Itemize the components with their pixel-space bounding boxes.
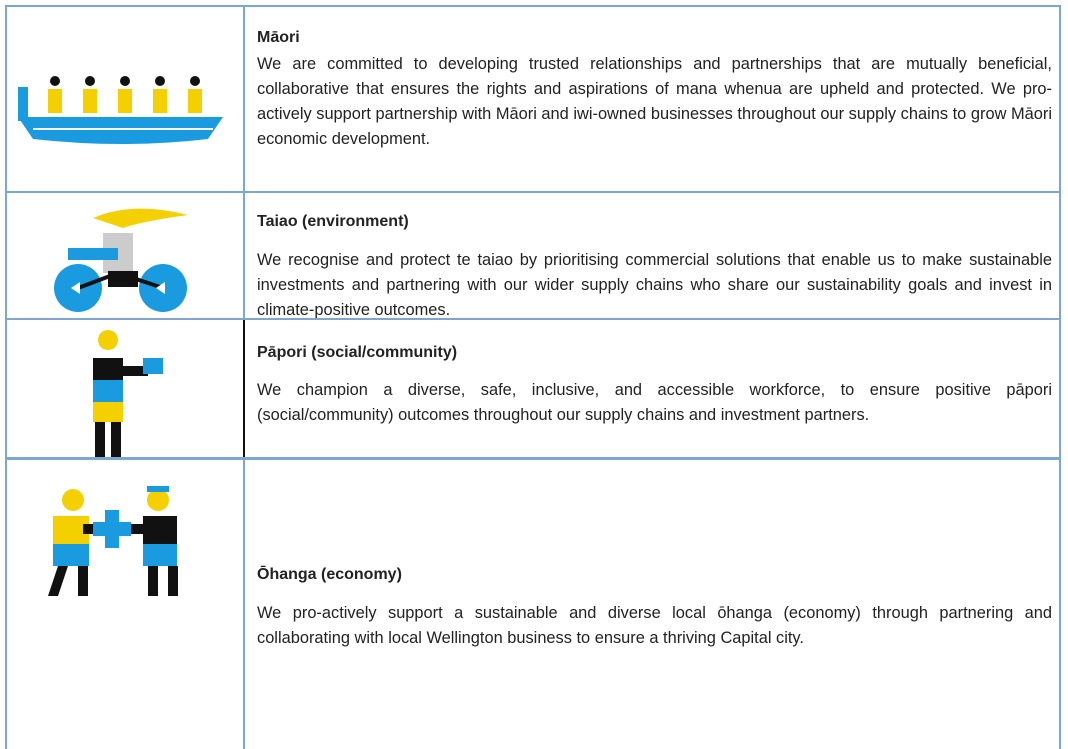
row: Māori We are committed to developing tru… — [5, 5, 1061, 193]
row: Ōhanga (economy) We pro-actively support… — [5, 457, 1061, 749]
person-illustration — [93, 330, 163, 458]
row-text: We champion a diverse, safe, inclusive, … — [257, 381, 1052, 424]
row: Taiao (environment) We recognise and pro… — [5, 191, 1061, 319]
row-text: We are committed to developing trusted r… — [257, 55, 1052, 148]
cyclist-illustration — [54, 208, 188, 312]
waka-illustration — [18, 76, 223, 144]
handshake-illustration — [48, 486, 178, 596]
row-title: Taiao (environment) — [257, 213, 409, 230]
row-text: We pro-actively support a sustainable an… — [257, 604, 1052, 647]
row-title: Māori — [257, 29, 300, 46]
row-text: We recognise and protect te taiao by pri… — [257, 251, 1052, 319]
row-title: Ōhanga (economy) — [257, 566, 402, 583]
row: Pāpori (social/community) We champion a … — [5, 318, 1061, 459]
row-title: Pāpori (social/community) — [257, 344, 458, 361]
